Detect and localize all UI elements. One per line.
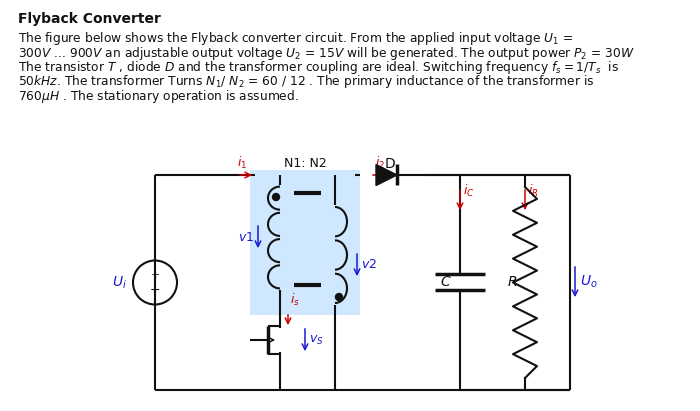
Circle shape [272,194,279,201]
Text: The figure below shows the Flyback converter circuit. From the applied input vol: The figure below shows the Flyback conve… [18,30,573,47]
Text: 50$kHz$. The transformer Turns $N_1$/ $N_2$ = 60 / 12 . The primary inductance o: 50$kHz$. The transformer Turns $N_1$/ $N… [18,74,594,90]
Text: $i_1$: $i_1$ [237,155,247,171]
Circle shape [335,293,342,300]
Text: $U_o$: $U_o$ [580,274,598,290]
Text: C: C [440,275,450,289]
Text: −: − [150,284,160,297]
Polygon shape [376,164,397,185]
Text: $i_C$: $i_C$ [463,183,475,199]
Text: $v2$: $v2$ [361,259,377,272]
Text: D: D [384,157,395,171]
Text: $v1$: $v1$ [238,231,254,243]
Text: 760$\mu H$ . The stationary operation is assumed.: 760$\mu H$ . The stationary operation is… [18,88,299,105]
Text: $v_S$: $v_S$ [309,333,323,346]
FancyBboxPatch shape [250,170,360,315]
Text: +: + [150,270,160,279]
Text: $i_2$: $i_2$ [375,155,385,171]
Text: R: R [508,275,517,289]
Text: Flyback Converter: Flyback Converter [18,12,161,26]
Text: The transistor $T$ , diode $D$ and the transformer coupling are ideal. Switching: The transistor $T$ , diode $D$ and the t… [18,59,619,76]
Text: 300$V$ ... 900$V$ an adjustable output voltage $U_2$ = 15$V$ will be generated. : 300$V$ ... 900$V$ an adjustable output v… [18,44,635,62]
Text: $i_s$: $i_s$ [290,292,300,308]
Text: $U_i$: $U_i$ [112,274,127,291]
Text: $i_R$: $i_R$ [528,183,539,199]
Text: N1: N2: N1: N2 [284,157,326,170]
